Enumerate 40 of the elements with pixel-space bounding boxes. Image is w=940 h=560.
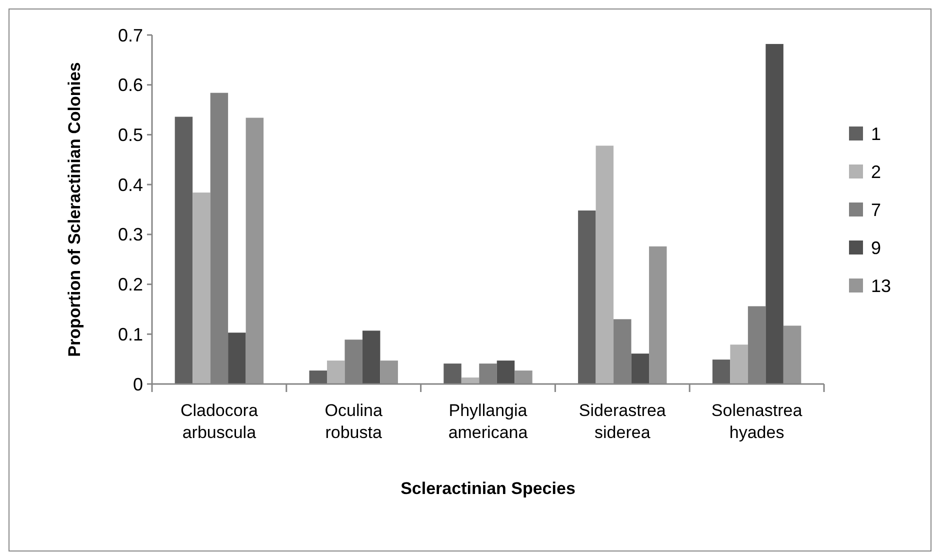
bar [444,364,462,384]
legend-label: 13 [871,276,892,296]
bar [649,246,667,384]
bar [461,378,480,384]
bar [192,192,210,384]
y-axis-title: Proportion of Scleractinian Colonies [65,62,84,357]
x-tick-label: Cladocora arbuscula [180,401,258,442]
bar [228,332,246,384]
bar [766,44,784,384]
bar [514,370,532,384]
y-tick-label: 0.2 [118,274,143,295]
x-tick-label: Phyllangia americana [448,401,528,442]
y-tick-label: 0.7 [118,25,143,46]
y-tick-label: 0.4 [118,174,143,195]
y-tick-label: 0.6 [118,75,143,96]
y-tick-label: 0.5 [118,125,143,146]
legend-label: 9 [871,238,882,258]
legend-label: 7 [871,200,882,220]
y-tick-label: 0.3 [118,224,143,245]
bar [730,344,748,384]
bar [309,370,327,384]
bar [380,360,398,384]
x-tick-label: Solenastrea hyades [711,401,803,442]
bar [174,116,193,384]
bar [362,330,380,384]
legend-label: 2 [871,162,882,182]
bar [326,360,345,384]
x-tick-label: Siderastrea siderea [578,401,666,442]
bar [496,360,515,384]
x-tick-label: Oculina robusta [324,401,383,442]
bar [712,360,730,384]
bar [246,118,264,384]
bar [631,354,650,384]
x-axis-title: Scleractinian Species [400,479,576,498]
legend-label: 1 [871,124,882,144]
y-tick-label: 0 [132,374,143,394]
bar [578,210,596,384]
bar [783,326,802,384]
y-tick-label: 0.1 [118,324,143,344]
bar [596,146,614,384]
